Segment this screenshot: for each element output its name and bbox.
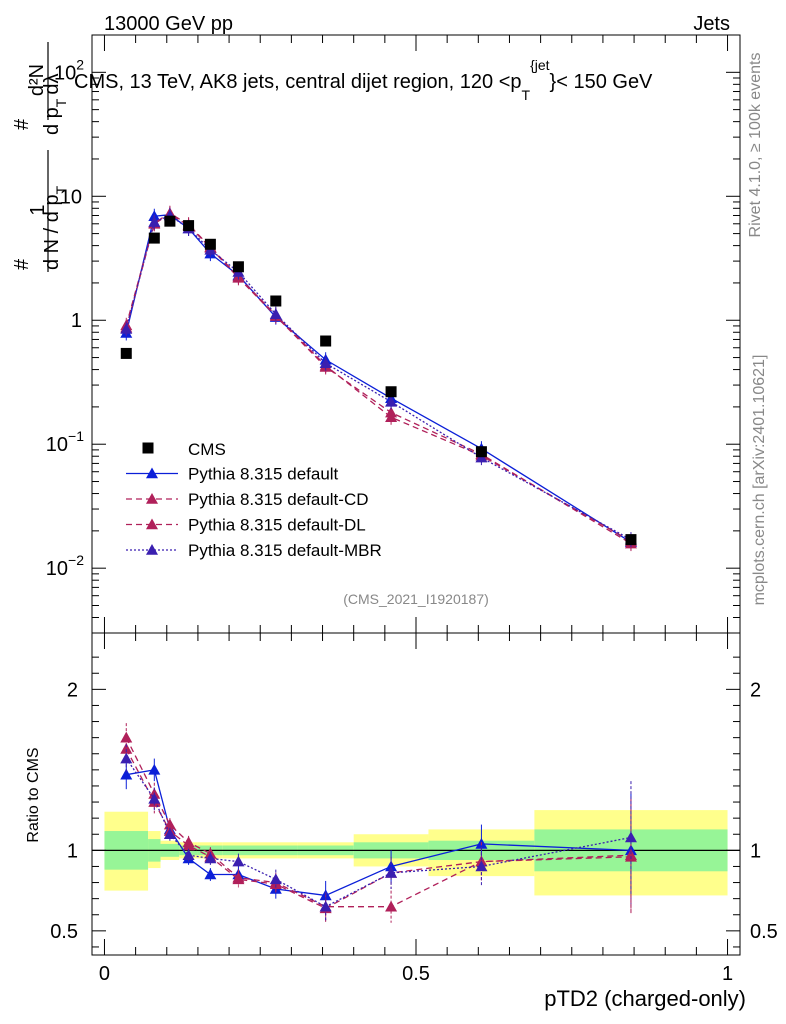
ratio-y-tick-label-right: 0.5 — [750, 921, 778, 943]
ratio-marker — [624, 831, 637, 843]
main-y-axis: 102 10 1 10−1 10−2 — [46, 34, 740, 634]
cms-data-point — [164, 215, 176, 227]
ratio-marker — [204, 852, 217, 864]
legend-marker-0 — [146, 467, 158, 479]
legend-cms-marker — [142, 442, 154, 454]
ratio-marker — [204, 868, 217, 880]
ratio-marker — [148, 763, 161, 775]
main-plot-panel: 102 10 1 10−1 10−2 CMS, 13 TeV, AK8 jets, ce… — [46, 34, 741, 634]
header-category: Jets — [693, 13, 730, 35]
ratio-plot-panel: 2 21 10.5 0.5 0 0.5 1 — [50, 632, 778, 985]
rivet-version-text: Rivet 4.1.0, ≥ 100k events — [747, 53, 764, 238]
title-main: CMS, 13 TeV, AK8 jets, central dijet reg… — [74, 71, 522, 93]
chart-title: CMS, 13 TeV, AK8 jets, central dijet reg… — [74, 57, 653, 103]
legend: CMS Pythia 8.315 default Pythia 8.315 defa… — [126, 440, 382, 560]
cms-data-point — [475, 446, 487, 458]
legend-label-0: Pythia 8.315 default — [188, 465, 339, 484]
ratio-frame — [91, 632, 741, 956]
ratio-y-axis: 2 2 1 1 0.5 0.5 — [50, 656, 778, 948]
ratio-marker — [319, 900, 332, 912]
ratio-y-tick-label-right: 2 — [750, 679, 761, 701]
ratio-marker — [385, 900, 398, 912]
ratio-x-axis: 0 0.5 1 — [99, 633, 733, 985]
legend-cms-label: CMS — [188, 440, 226, 459]
ratio-marker — [232, 855, 245, 867]
ratio-marker — [385, 866, 398, 878]
cms-data-point — [385, 386, 397, 398]
mcplots-credit-text: mcplots.cern.ch [arXiv:2401.10621] — [751, 355, 768, 606]
cms-data-point — [148, 232, 160, 244]
ratio-marker — [120, 742, 133, 754]
legend-marker-1 — [146, 493, 158, 504]
ylabel-d2n: d²N — [26, 64, 48, 96]
series-marker — [385, 395, 398, 407]
ylabel-hash1: # — [11, 258, 33, 270]
main-y-tick-label: 10−1 — [46, 428, 84, 456]
title-range-end: < 150 GeV — [556, 71, 653, 93]
cms-data-point — [270, 295, 282, 307]
ratio-marker — [120, 752, 133, 764]
ratio-y-tick-label: 1 — [67, 840, 78, 862]
ratio-y-tick-label: 2 — [67, 679, 78, 701]
ratio-marker — [475, 860, 488, 872]
cms-data-point — [183, 220, 195, 232]
analysis-tag: (CMS_2021_I1920187) — [343, 591, 489, 607]
cms-data-layer — [120, 215, 637, 546]
legend-marker-2 — [146, 518, 158, 530]
ratio-marker — [148, 792, 161, 804]
title-brace: } — [550, 71, 557, 93]
ratio-marker — [232, 873, 245, 885]
main-y-tick-label: 1 — [71, 310, 82, 332]
cms-data-point — [625, 534, 637, 546]
legend-label-3: Pythia 8.315 default-MBR — [188, 541, 382, 560]
ratio-marker — [385, 860, 398, 872]
ratio-y-label: Ratio to CMS — [25, 747, 42, 842]
ratio-y-tick-label: 0.5 — [50, 921, 78, 943]
ylabel-dp-dlambda: d pTdλ — [41, 74, 69, 136]
main-y-tick-label: 10−2 — [46, 552, 84, 580]
ylabel-hash2: # — [11, 118, 33, 130]
ylabel-dn-dp: d N / d pT — [41, 185, 69, 270]
series-marker — [120, 322, 133, 334]
legend-marker-3 — [146, 544, 158, 555]
ratio-marker — [182, 849, 195, 860]
ratio-marker — [120, 768, 133, 780]
cms-data-point — [204, 238, 216, 250]
series-marker — [269, 308, 282, 319]
title-superscript: {jet — [530, 57, 550, 73]
cms-data-point — [320, 335, 332, 347]
title-subscript: T — [522, 87, 531, 103]
x-axis-label: pTD2 (charged-only) — [544, 986, 746, 1011]
x-tick-label: 0.5 — [402, 963, 430, 985]
legend-label-1: Pythia 8.315 default-CD — [188, 490, 369, 509]
main-y-tick-label: 10 — [60, 186, 82, 208]
ratio-marker — [163, 828, 176, 840]
series-marker — [319, 357, 332, 369]
ratio-line-3 — [125, 758, 632, 908]
series-marker — [385, 406, 398, 418]
main-y-tick-label: 102 — [54, 56, 84, 84]
main-y-label: # 1 d N / d pT # d²N d pTdλ — [11, 42, 69, 272]
ratio-marker — [269, 873, 282, 885]
ratio-marker — [182, 839, 195, 851]
ratio-series-layer — [120, 723, 637, 923]
main-x-ticks — [103, 35, 729, 633]
cms-data-point — [232, 261, 244, 273]
ylabel-one: 1 — [27, 204, 49, 215]
cms-data-point — [120, 347, 132, 359]
legend-label-2: Pythia 8.315 default-DL — [188, 516, 366, 535]
series-marker — [148, 216, 161, 227]
x-tick-label: 1 — [722, 963, 733, 985]
x-tick-label: 0 — [99, 963, 110, 985]
header-energy: 13000 GeV pp — [104, 13, 233, 35]
ratio-marker — [163, 818, 176, 830]
ratio-y-tick-label-right: 1 — [750, 840, 761, 862]
